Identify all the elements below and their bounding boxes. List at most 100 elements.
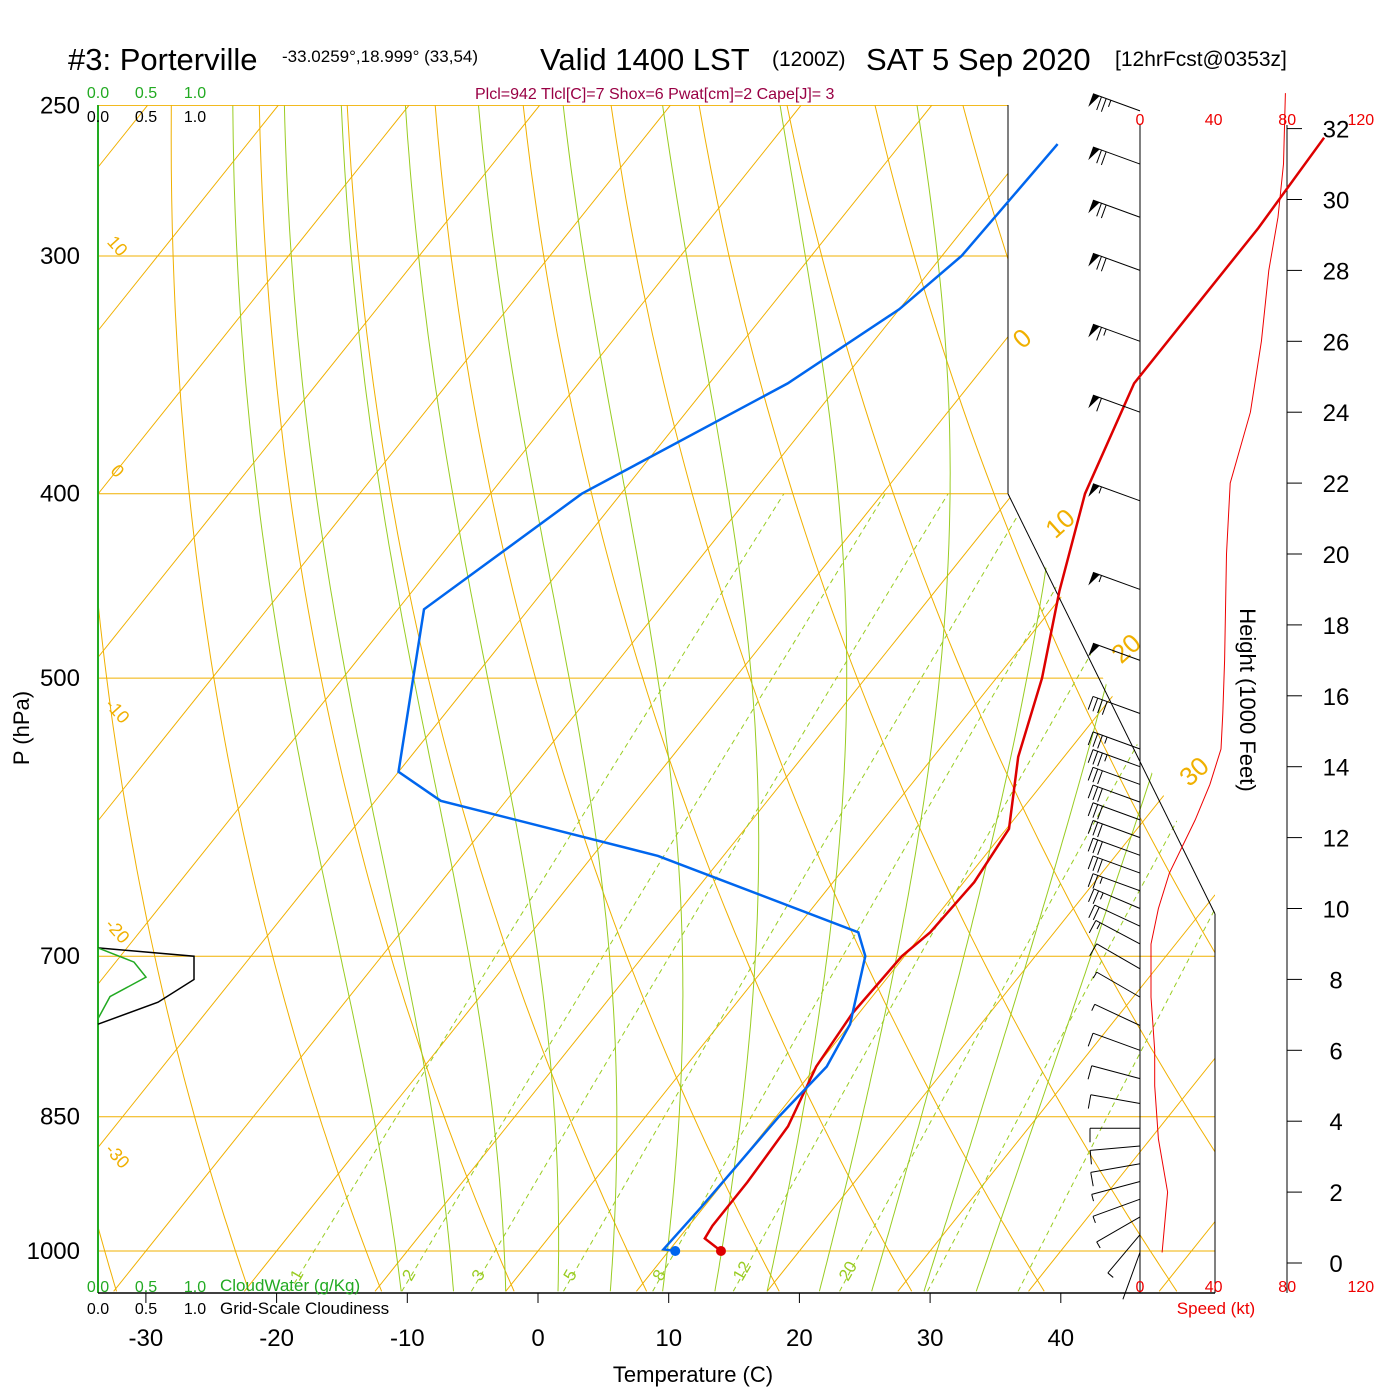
height-tick-label: 24 [1323, 400, 1350, 427]
wind-barb [1087, 1094, 1141, 1109]
mixing-ratio-line [470, 493, 949, 1292]
isotherm-line [98, 105, 960, 1292]
wind-barb-staff [1092, 93, 1141, 112]
wind-barb-flag [1088, 395, 1100, 409]
moist-adiabat-line [283, 105, 454, 1292]
temperature-tick-label: -20 [259, 1325, 294, 1352]
isotherm-line [98, 105, 306, 1292]
wind-barb-half [1099, 892, 1104, 900]
wind-barb-full [1092, 822, 1099, 836]
mixing-ratio-lines [289, 493, 1215, 1292]
isotherm-line [98, 105, 175, 1292]
moist-adiabat-line [871, 105, 1074, 1292]
wind-barb-full [1097, 699, 1103, 714]
isotherm-line [505, 105, 1215, 1292]
wind-barb-staff [1092, 695, 1141, 714]
wind-barb-staff [1092, 766, 1141, 785]
wind-barb-full [1097, 806, 1103, 820]
wind-barb-staff [1096, 943, 1141, 970]
y2-axis-title: Height (1000 Feet) [1235, 608, 1260, 791]
dry-adiabat-line [692, 105, 1178, 1292]
temperature-tick-label: 0 [531, 1325, 544, 1352]
moist-adiabat-line [923, 105, 1215, 1292]
height-tick-label: 20 [1323, 542, 1350, 569]
pressure-tick-label: 850 [40, 1104, 80, 1131]
wind-barb-staff [1092, 199, 1141, 218]
cloud-axis-tick: 0.0 [87, 85, 109, 102]
wind-barb-staff [1092, 252, 1141, 271]
moist-adiabat-line [402, 105, 560, 1292]
wind-barb-full [1092, 786, 1099, 801]
wind-barb-half [1092, 971, 1098, 979]
dry-adiabat-line [866, 105, 1215, 1292]
plot-frame [97, 105, 1288, 1294]
moist-adiabat-line [818, 105, 951, 1292]
pressure-tick-label: 700 [40, 943, 80, 970]
height-tick-label: 30 [1323, 188, 1350, 215]
wind-barb [1107, 1234, 1141, 1278]
cloudwater-profile [97, 947, 148, 1020]
wind-barb [1122, 1252, 1141, 1300]
wind-barb [1088, 904, 1141, 927]
dry-adiabat-line [98, 105, 250, 1292]
isotherm-line [766, 105, 1215, 1292]
mixing-ratio-label: 2 [398, 1266, 419, 1284]
wind-barb-staff [1091, 1065, 1141, 1080]
temperature-tick-label: 40 [1047, 1325, 1074, 1352]
speed-tick-label: 120 [1347, 1279, 1374, 1296]
wind-barb [1087, 1032, 1141, 1051]
wind-barb [1087, 749, 1141, 768]
wind-barb-full [1100, 257, 1107, 272]
wind-barb [1089, 1127, 1140, 1143]
wind-barb-full [1088, 904, 1096, 918]
wind-barb-staff [1092, 802, 1141, 821]
dry-adiabat-line [1302, 72, 1400, 1292]
wind-barb-staff [1092, 837, 1141, 856]
wind-barb-staff [1092, 146, 1141, 165]
moist-adiabat-line [657, 105, 760, 1292]
temperature-tick-label: -30 [129, 1325, 164, 1352]
wind-barb-full [1087, 1094, 1092, 1109]
wind-barb-half [1092, 1216, 1096, 1224]
speed-tick-label: 80 [1278, 1279, 1296, 1296]
title-valid: Valid 1400 LST [540, 42, 750, 77]
wind-barb [1088, 920, 1141, 945]
title-zulu: (1200Z) [772, 48, 846, 71]
height-tick-label: 8 [1329, 967, 1342, 994]
wind-barb [1091, 1180, 1141, 1202]
isotherm-line [243, 105, 1215, 1292]
moist-adiabat-line [339, 105, 507, 1292]
wind-barb-full [1097, 788, 1103, 802]
wind-barb [1087, 855, 1141, 874]
mixing-ratio-label: 20 [835, 1258, 861, 1284]
wind-barb-staff [1090, 1163, 1141, 1173]
wind-barb-flag [1088, 146, 1100, 161]
height-tick-label: 26 [1323, 329, 1350, 356]
wind-barb-full [1092, 839, 1099, 854]
pressure-tick-label: 1000 [27, 1238, 80, 1265]
wind-barb-staff [1090, 1145, 1141, 1151]
wind-barb-full [1100, 151, 1107, 166]
wind-barb-half [1096, 1241, 1101, 1249]
y-axis-title: P (hPa) [9, 691, 34, 765]
dry-adiabat-line [1127, 105, 1215, 1292]
temperature-tick-label: 20 [786, 1325, 813, 1352]
height-tick-label: 10 [1323, 897, 1350, 924]
isotherm-line [98, 105, 829, 1292]
cloud-profiles: 0.0 0.0 0.0 0.0 0.5 0.5 0.5 0.5 1.0 1.0 1.0 1.0 [87, 85, 206, 1318]
cloudwater-legend: CloudWater (g/Kg) [220, 1276, 360, 1295]
wind-barb-full [1097, 841, 1103, 855]
wind-barb [1087, 873, 1141, 892]
title-coords: -33.0259°,18.999° (33,54) [282, 47, 478, 66]
surface-dewpoint-point [670, 1246, 681, 1256]
temperature-tick-label: -10 [390, 1325, 425, 1352]
mixing-ratio-line [927, 493, 1215, 1292]
wind-barb-full [1097, 770, 1103, 785]
wind-barb [1088, 642, 1141, 661]
wind-barb-staff [1107, 1234, 1141, 1274]
wind-barb-staff [1090, 1094, 1141, 1104]
wind-barb-flag [1088, 253, 1100, 267]
wind-barb-full [1087, 855, 1094, 870]
mixing-ratio-line [289, 493, 785, 1292]
